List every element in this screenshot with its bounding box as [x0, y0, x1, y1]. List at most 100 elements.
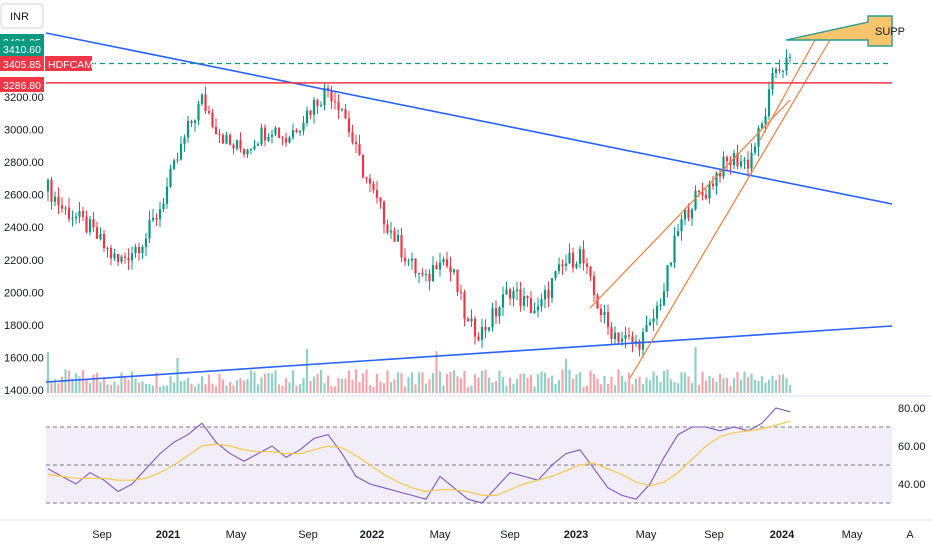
- candle-body[interactable]: [729, 161, 732, 166]
- descending-trendline[interactable]: [45, 32, 893, 205]
- candle-body[interactable]: [704, 194, 708, 199]
- candle-body[interactable]: [99, 233, 102, 239]
- candle-body[interactable]: [253, 145, 256, 149]
- candle-body[interactable]: [361, 155, 365, 178]
- candle-body[interactable]: [207, 111, 211, 114]
- candle-body[interactable]: [470, 318, 473, 322]
- candle-body[interactable]: [694, 190, 697, 210]
- candle-body[interactable]: [778, 69, 781, 71]
- candle-body[interactable]: [638, 341, 641, 350]
- candle-body[interactable]: [540, 299, 543, 307]
- candle-body[interactable]: [512, 290, 515, 299]
- candle-body[interactable]: [753, 146, 757, 153]
- candle-body[interactable]: [603, 312, 606, 316]
- candle-body[interactable]: [687, 209, 690, 219]
- candle-body[interactable]: [732, 153, 736, 166]
- candle-body[interactable]: [725, 156, 729, 162]
- candle-body[interactable]: [382, 201, 386, 225]
- candle-body[interactable]: [543, 290, 547, 300]
- channel-mid-line[interactable]: [759, 39, 816, 141]
- candle-body[interactable]: [620, 338, 624, 342]
- candle-body[interactable]: [95, 227, 99, 239]
- candle-body[interactable]: [683, 209, 687, 220]
- candle-body[interactable]: [739, 161, 743, 167]
- candle-body[interactable]: [438, 262, 442, 270]
- candle-body[interactable]: [652, 318, 655, 323]
- candle-body[interactable]: [690, 209, 694, 219]
- candle-body[interactable]: [179, 143, 183, 160]
- candle-body[interactable]: [74, 216, 78, 219]
- callout-shape[interactable]: [785, 15, 893, 47]
- candle-body[interactable]: [676, 231, 680, 236]
- candle-body[interactable]: [610, 327, 613, 339]
- candle-body[interactable]: [680, 219, 683, 232]
- candle-body[interactable]: [120, 256, 123, 262]
- candle-body[interactable]: [78, 211, 81, 217]
- candle-body[interactable]: [326, 87, 330, 91]
- candle-body[interactable]: [284, 138, 288, 143]
- candle-body[interactable]: [599, 308, 603, 316]
- candle-body[interactable]: [526, 296, 529, 299]
- candle-body[interactable]: [169, 168, 172, 187]
- candle-body[interactable]: [323, 87, 326, 106]
- candle-body[interactable]: [53, 196, 57, 202]
- candle-body[interactable]: [592, 276, 596, 296]
- candle-body[interactable]: [662, 291, 666, 306]
- rsi-ma-line[interactable]: [47, 420, 791, 496]
- candle-body[interactable]: [92, 219, 95, 228]
- candle-body[interactable]: [288, 137, 291, 143]
- candle-body[interactable]: [760, 123, 764, 129]
- candle-body[interactable]: [477, 336, 480, 340]
- candle-body[interactable]: [214, 126, 218, 134]
- candle-body[interactable]: [627, 335, 631, 337]
- candle-body[interactable]: [141, 246, 144, 254]
- candle-body[interactable]: [305, 110, 309, 123]
- candle-body[interactable]: [498, 307, 501, 317]
- candle-body[interactable]: [134, 246, 137, 254]
- candle-body[interactable]: [389, 230, 393, 233]
- candle-body[interactable]: [424, 273, 428, 275]
- candle-body[interactable]: [249, 148, 253, 150]
- candle-body[interactable]: [165, 186, 169, 204]
- candle-body[interactable]: [274, 127, 277, 135]
- candle-body[interactable]: [242, 148, 246, 155]
- rsi-line[interactable]: [47, 407, 791, 504]
- candle-body[interactable]: [736, 153, 739, 167]
- candle-body[interactable]: [151, 217, 155, 221]
- candle-body[interactable]: [256, 144, 260, 146]
- candle-body[interactable]: [386, 224, 389, 233]
- currency-box[interactable]: [0, 3, 44, 29]
- candle-body[interactable]: [505, 289, 508, 295]
- candle-body[interactable]: [298, 130, 302, 133]
- rsi-pane[interactable]: [46, 407, 892, 504]
- candle-body[interactable]: [225, 134, 228, 144]
- candle-body[interactable]: [442, 259, 445, 263]
- candle-body[interactable]: [221, 135, 225, 144]
- candle-body[interactable]: [127, 258, 130, 261]
- candle-body[interactable]: [263, 127, 267, 141]
- candle-body[interactable]: [456, 269, 459, 292]
- candle-body[interactable]: [449, 266, 452, 273]
- candle-body[interactable]: [193, 120, 197, 124]
- candle-body[interactable]: [239, 140, 242, 149]
- candle-body[interactable]: [533, 310, 536, 313]
- candle-body[interactable]: [529, 298, 533, 313]
- candle-body[interactable]: [281, 137, 284, 139]
- candle-body[interactable]: [575, 263, 578, 268]
- candle-body[interactable]: [71, 218, 74, 220]
- candle-body[interactable]: [358, 143, 361, 156]
- candle-body[interactable]: [421, 273, 424, 275]
- candle-body[interactable]: [64, 207, 67, 209]
- candle-body[interactable]: [183, 137, 186, 144]
- candle-body[interactable]: [319, 105, 323, 107]
- candle-body[interactable]: [218, 133, 221, 136]
- candle-body[interactable]: [270, 134, 274, 137]
- candle-body[interactable]: [291, 130, 295, 138]
- candle-body[interactable]: [60, 205, 64, 209]
- candle-body[interactable]: [176, 159, 179, 161]
- candle-body[interactable]: [669, 262, 673, 266]
- candle-body[interactable]: [379, 197, 382, 202]
- candle-body[interactable]: [200, 94, 204, 104]
- candle-body[interactable]: [480, 326, 484, 340]
- candle-body[interactable]: [655, 306, 659, 319]
